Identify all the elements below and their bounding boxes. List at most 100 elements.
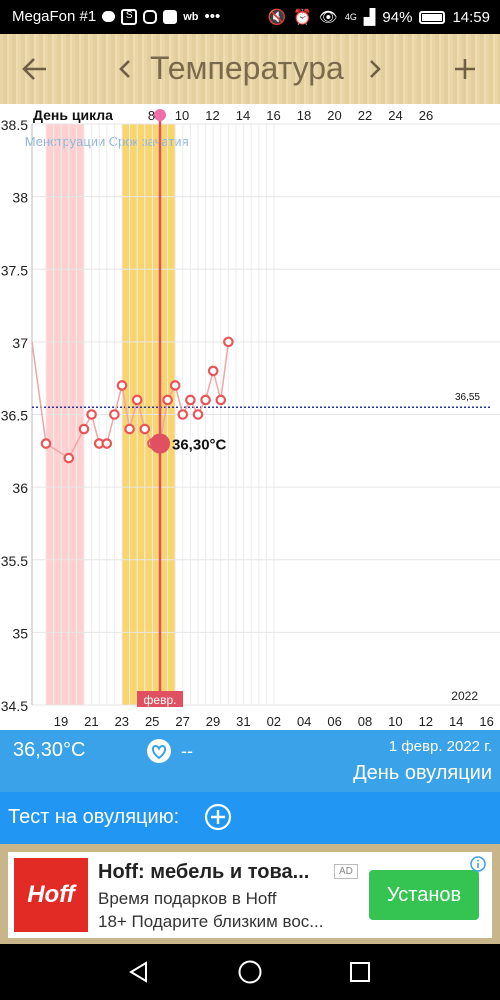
temperature-point	[40, 438, 52, 449]
next-period-button[interactable]	[360, 34, 390, 104]
temperature-point	[131, 394, 143, 406]
ovulation-test-label: Тест на овуляцию:	[8, 806, 180, 828]
prev-period-button[interactable]	[110, 34, 140, 104]
add-test-button[interactable]	[204, 803, 232, 836]
page-title: Температура	[150, 50, 344, 86]
temperature-point	[139, 423, 151, 435]
selected-value-label: 36,30°C	[172, 437, 227, 454]
date-tick-label: 25	[145, 714, 159, 729]
plus-circle-icon	[204, 803, 232, 831]
arrow-left-icon	[22, 58, 46, 80]
chevron-left-icon	[119, 60, 130, 78]
y-tick-label: 37.5	[1, 262, 28, 278]
date-tick-label: 06	[327, 714, 341, 729]
more-icon: •••	[204, 8, 221, 25]
ad-card[interactable]: Hoff Hoff: мебель и това... AD Время под…	[8, 852, 492, 938]
chevron-right-icon	[370, 60, 381, 78]
circle-home-icon[interactable]	[237, 959, 263, 985]
battery-label: 94%	[382, 8, 413, 26]
add-button[interactable]	[442, 34, 488, 104]
triangle-back-icon[interactable]	[127, 960, 151, 984]
month-badge	[137, 691, 183, 707]
ad-badge: AD	[334, 864, 358, 879]
day-type: День овуляции	[353, 762, 492, 784]
temperature-point	[63, 452, 75, 464]
mood-button[interactable]: --	[145, 737, 193, 765]
y-tick-label: 35	[12, 625, 28, 641]
ad-install-button[interactable]: Установ	[369, 870, 479, 920]
s-app-icon: S	[121, 8, 138, 25]
temperature-point	[78, 423, 90, 435]
date-tick-label: 14	[449, 714, 463, 729]
ad-line1: Время подарков в Hoff	[98, 889, 277, 908]
y-tick-label: 38.5	[1, 117, 28, 133]
back-button[interactable]	[12, 34, 58, 104]
date-tick-label: 23	[115, 714, 129, 729]
app-header: Температура	[0, 34, 500, 104]
network-label: 4G	[344, 12, 357, 22]
plus-icon	[455, 59, 475, 79]
date-tick-label: 02	[267, 714, 281, 729]
temperature-chart[interactable]: Менструации Срок зачатия 36,55 36,30°C фев…	[0, 104, 500, 730]
date-tick-label: 04	[297, 714, 311, 729]
temperature-point	[124, 423, 135, 435]
y-tick-label: 34.5	[1, 698, 28, 714]
cycle-tick-label: 26	[419, 108, 433, 123]
y-tick-label: 36	[12, 480, 28, 496]
selected-day-panel: 36,30°C -- 1 февр. 2022 г. День овуляции	[0, 730, 500, 792]
date-tick-label: 16	[479, 714, 493, 729]
average-label: 36,55	[455, 392, 480, 403]
y-tick-label: 35.5	[1, 553, 28, 569]
info-icon[interactable]	[470, 856, 486, 872]
date-tick-label: 10	[388, 714, 402, 729]
instagram-icon	[143, 9, 158, 24]
temperature-line	[45, 341, 230, 460]
date-tick-label: 31	[236, 714, 250, 729]
temperature-point	[207, 365, 219, 377]
temperature-point	[109, 409, 120, 420]
band-label-1: Срок зачатия	[109, 134, 189, 149]
date-tick-label: 19	[54, 714, 68, 729]
temperature-point	[177, 409, 189, 420]
selected-temperature: 36,30°C	[13, 739, 86, 761]
temperature-point	[185, 394, 196, 406]
date-tick-label: 12	[419, 714, 433, 729]
temperature-point	[192, 409, 204, 420]
y-tick-label: 38	[12, 190, 28, 206]
temperature-point	[116, 380, 128, 391]
cycle-axis-label: День цикла	[33, 107, 113, 123]
signal-icon: ▟	[363, 9, 376, 26]
cycle-tick-label: 14	[236, 108, 250, 123]
temperature-point	[101, 438, 113, 449]
date-tick-label: 08	[358, 714, 372, 729]
year-label: 2022	[451, 689, 478, 703]
temperature-point	[200, 394, 211, 406]
hoff-logo-text: Hoff	[27, 881, 75, 908]
cycle-tick-label: 8	[148, 108, 155, 123]
heart-circle-icon	[147, 739, 171, 763]
y-tick-label: 37	[12, 335, 28, 351]
cycle-tick-label: 10	[175, 108, 189, 123]
temperature-point	[215, 394, 227, 406]
month-label: февр.	[144, 693, 177, 707]
cycle-tick-label: 16	[266, 108, 280, 123]
cycle-tick-label: 18	[297, 108, 311, 123]
ad-banner: Hoff Hoff: мебель и това... AD Время под…	[0, 844, 500, 944]
cycle-tick-label: 24	[388, 108, 402, 123]
temperature-point	[86, 409, 97, 420]
status-bar: MegaFon #1 S wb ••• 🔇 ⏰ 👁 4G ▟ 94% 14:59	[0, 0, 500, 34]
mood-value: --	[181, 740, 193, 761]
battery-icon	[419, 10, 446, 24]
ad-line2: 18+ Подарите близким вос...	[98, 912, 324, 931]
temperature-point	[169, 380, 181, 391]
y-tick-label: 36.5	[1, 408, 28, 424]
mute-icon: 🔇	[267, 9, 287, 26]
chat-icon	[102, 11, 116, 22]
alarm-icon: ⏰	[293, 9, 312, 26]
square-recents-icon[interactable]	[348, 960, 372, 984]
date-tick-label: 29	[206, 714, 220, 729]
temperature-point	[223, 336, 234, 348]
chart-app-icon	[163, 9, 178, 24]
band-label-0: Менструации	[25, 134, 105, 149]
temperature-line-lead	[31, 341, 47, 444]
